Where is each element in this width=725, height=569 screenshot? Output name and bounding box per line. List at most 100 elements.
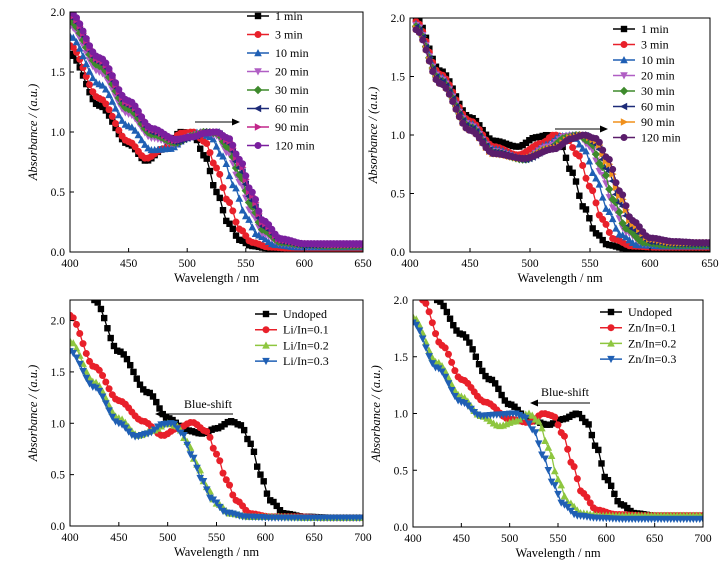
data-point xyxy=(107,334,114,342)
data-point xyxy=(102,400,110,408)
data-point xyxy=(618,219,627,228)
x-axis-title: Wavelength / nm xyxy=(517,271,602,285)
data-point xyxy=(229,491,237,499)
data-point xyxy=(585,421,592,428)
data-point xyxy=(447,386,456,395)
data-point xyxy=(134,131,143,139)
data-point xyxy=(208,426,215,433)
data-point xyxy=(625,236,634,244)
data-point xyxy=(582,206,590,213)
data-point xyxy=(75,360,84,369)
legend-label: 60 min xyxy=(275,102,309,116)
data-point xyxy=(614,497,621,505)
data-point xyxy=(598,193,607,201)
legend-marker xyxy=(262,310,270,318)
data-point xyxy=(70,349,78,358)
data-point xyxy=(616,244,623,251)
data-point xyxy=(547,451,556,459)
data-point xyxy=(263,490,271,497)
data-point xyxy=(622,233,630,241)
legend-marker xyxy=(254,104,262,113)
data-point xyxy=(556,416,563,424)
x-tick-label: 650 xyxy=(646,533,664,545)
data-point xyxy=(586,499,594,507)
data-point xyxy=(425,353,433,361)
legend-marker xyxy=(262,357,270,366)
data-point xyxy=(609,242,616,249)
data-point xyxy=(85,67,94,75)
data-point xyxy=(525,420,533,428)
data-point xyxy=(239,227,247,235)
data-point xyxy=(502,140,510,147)
data-point xyxy=(437,300,444,305)
chart-panel-3: 400 450 500 550 600 650 700 0.0 0.5 1.0 1.5 2.0 Wave… xyxy=(26,299,372,559)
data-point xyxy=(575,410,583,418)
data-point xyxy=(255,207,263,215)
data-point xyxy=(70,314,77,322)
data-point xyxy=(595,446,602,454)
data-point xyxy=(111,86,120,96)
y-tick-label: 1.5 xyxy=(394,352,409,364)
y-tick-label: 2.0 xyxy=(391,13,406,25)
x-tick-label: 450 xyxy=(110,532,128,544)
data-point xyxy=(519,141,526,149)
data-point xyxy=(226,220,233,227)
data-point xyxy=(440,302,447,310)
data-point xyxy=(599,236,606,244)
data-point xyxy=(146,389,153,397)
data-point xyxy=(415,29,423,37)
data-point xyxy=(130,368,137,376)
data-point xyxy=(554,490,562,499)
y-tick-label: 0.0 xyxy=(391,247,406,259)
legend-label: 120 min xyxy=(275,139,315,153)
series-group xyxy=(411,18,710,252)
data-point xyxy=(70,337,74,345)
data-point xyxy=(121,103,130,112)
data-point xyxy=(72,38,81,46)
x-tick-label: 600 xyxy=(641,258,659,270)
data-point xyxy=(225,171,234,180)
data-point xyxy=(605,207,614,216)
y-tick-label: 1.0 xyxy=(51,127,66,139)
legend-label: 20 min xyxy=(641,69,675,83)
data-point xyxy=(108,97,117,105)
data-point xyxy=(237,422,245,429)
legend: Undoped Li/In=0.1Li/In=0.2 Li/In=0.3 xyxy=(255,307,329,368)
data-point xyxy=(482,372,489,380)
data-point xyxy=(105,90,113,99)
data-point xyxy=(115,86,123,94)
data-point xyxy=(102,59,110,67)
data-point xyxy=(429,55,436,63)
data-point xyxy=(582,174,590,182)
data-point xyxy=(95,366,103,374)
data-point xyxy=(109,118,116,125)
data-point xyxy=(72,354,81,362)
data-point xyxy=(466,114,473,121)
data-point xyxy=(595,168,604,176)
chart-panel-1: 400 450 500 550 600 650 0.0 0.5 1.0 1.5 2.0 Wavelen… xyxy=(26,7,372,285)
data-point xyxy=(588,431,596,439)
data-point xyxy=(446,315,454,322)
data-point xyxy=(105,106,113,114)
data-point xyxy=(209,159,217,167)
data-point xyxy=(206,149,214,157)
data-point xyxy=(267,497,274,504)
data-point xyxy=(599,146,607,154)
data-point xyxy=(538,451,546,459)
data-point xyxy=(222,476,230,484)
x-axis-title: Wavelength / nm xyxy=(174,271,259,285)
data-point xyxy=(575,152,583,160)
data-point xyxy=(216,194,223,202)
data-point xyxy=(273,502,280,510)
data-point xyxy=(566,165,573,172)
data-point xyxy=(219,184,227,192)
data-point xyxy=(231,419,238,426)
x-tick-label: 500 xyxy=(159,532,177,544)
data-point xyxy=(115,111,123,119)
data-point xyxy=(226,199,234,207)
data-point xyxy=(512,143,520,150)
data-point xyxy=(238,206,247,214)
data-point xyxy=(235,194,244,202)
x-tick-label: 450 xyxy=(461,258,479,270)
